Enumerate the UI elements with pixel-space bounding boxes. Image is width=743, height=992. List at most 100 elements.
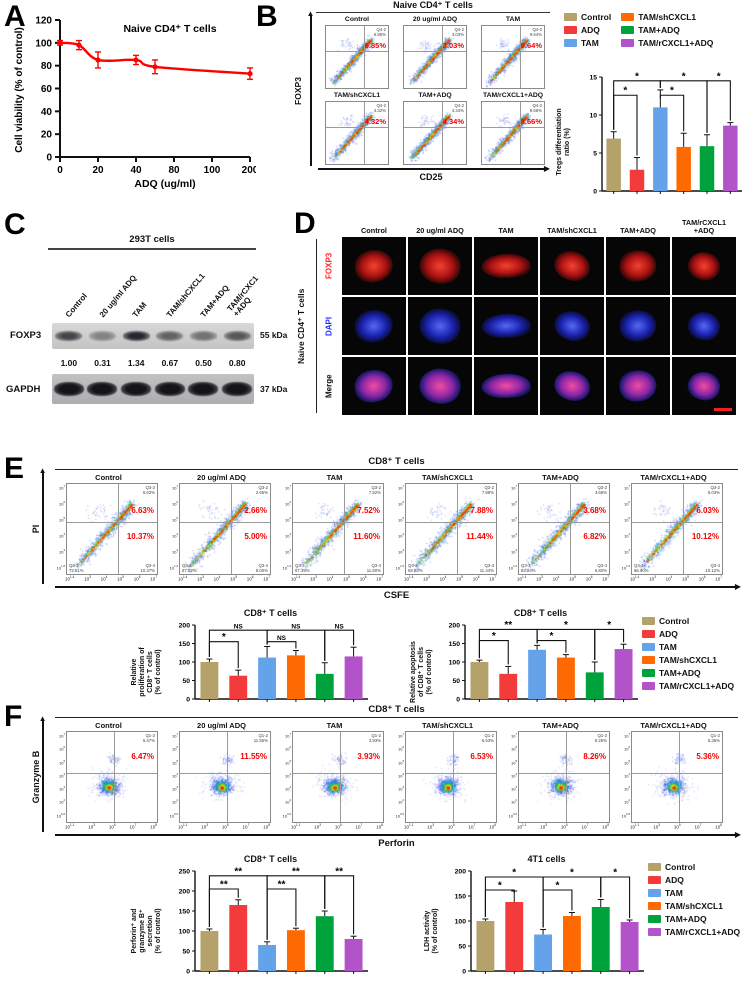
quadrant-label-top: Q1-2 3.93%: [369, 733, 381, 743]
svg-text:50: 50: [452, 678, 460, 685]
bar-TAM: [258, 658, 276, 699]
data-point: [57, 40, 62, 45]
sig-label: *: [512, 868, 516, 879]
flow-plot-body: 107 106 105 104 103 101.6 Q3-2 2.66% 2.66% 5.00% Q…: [165, 483, 278, 575]
cell-blob: [353, 248, 395, 285]
svg-text:200: 200: [455, 869, 467, 876]
flow-plot-TAM: TAM Q4-2 9.64% 9.64%: [474, 15, 552, 89]
svg-text:100: 100: [35, 38, 52, 49]
sig-label: **: [292, 866, 300, 877]
sig-label: **: [278, 880, 286, 891]
sig-label: *: [613, 868, 617, 879]
svg-text:150: 150: [179, 641, 191, 648]
cell-blob: [551, 248, 593, 285]
svg-text:100: 100: [455, 919, 467, 926]
gate-vline: [570, 484, 571, 574]
flow-title-rule: [55, 469, 738, 470]
flow-plot-name: TAM/shCXCL1: [391, 473, 504, 483]
flow-plot-box: Q1-2 6.47% 6.47%: [66, 731, 158, 823]
flow-title: CD8⁺ T cells: [55, 704, 738, 715]
flow-title-rule: [55, 717, 738, 718]
flow-title-rule: [316, 12, 550, 13]
legend: Control ADQ TAM TAM/shCXCL1 TAM+ADQ TAM/rCXCL…: [648, 862, 740, 937]
x-axis-label: CD25: [318, 172, 544, 182]
quadrant-percentage: 8.66%: [521, 117, 542, 126]
legend-item-TAM: TAM: [642, 642, 734, 652]
quadrant-percentage-top: 3.93%: [357, 752, 380, 761]
legend-item-ADQ: ADQ: [642, 629, 734, 639]
sig-label: *: [682, 71, 686, 82]
panel-e-label: E: [4, 454, 24, 484]
legend-label: TAM+ADQ: [638, 25, 680, 35]
band-value: 0.50: [187, 358, 221, 368]
panel-f-label: F: [4, 702, 22, 732]
row-label-DAPI: DAPI: [322, 297, 336, 355]
legend-label: TAM/rCXCL1+ADQ: [665, 927, 740, 937]
band-value: 0.80: [220, 358, 254, 368]
sig-label: *: [635, 71, 639, 82]
flow-plot-Control: Control 107 106 105 104 103 101.6 Q3-2 6.63% 6.63…: [52, 473, 165, 583]
svg-text:20: 20: [41, 130, 53, 141]
gate-hline: [482, 51, 544, 52]
svg-text:200: 200: [242, 165, 256, 176]
quadrant-label-top: Q3-2 6.03%: [708, 485, 720, 495]
gate-vline: [453, 732, 454, 822]
svg-text:20: 20: [92, 165, 104, 176]
flow-plot-name: 20 ug/ml ADQ: [396, 15, 474, 25]
column-header-20 ug/ml ADQ: 20 ug/ml ADQ: [408, 207, 472, 235]
band-value: 1.00: [52, 358, 86, 368]
quadrant-label-top: Q1-2 11.55%: [254, 733, 268, 743]
flow-plot-box: Q3-2 6.63% 6.63% 10.37% Q3-3 72.51% Q3-4 10.37%: [66, 483, 158, 575]
svg-text:100: 100: [179, 929, 191, 936]
quadrant-label: Q4-2 4.34%: [452, 103, 464, 113]
svg-text:0: 0: [57, 165, 63, 176]
data-point: [133, 57, 138, 62]
legend-f: Control ADQ TAM TAM/shCXCL1 TAM+ADQ TAM/rCXCL…: [648, 862, 740, 937]
legend-label: TAM+ADQ: [665, 914, 707, 924]
bar-chart-svg: 050100150200250******** **: [168, 865, 373, 987]
legend-swatch: [648, 915, 661, 923]
immunofluorescence-grid: Control 20 ug/ml ADQ TAM TAM/shCXCL1 TAM+ADQ…: [292, 203, 743, 417]
gate-vline: [340, 732, 341, 822]
blot-band-gapdh: [188, 382, 218, 396]
sig-label: *: [492, 631, 496, 642]
quadrant-label: Q4-2 3.03%: [452, 27, 464, 37]
y-axis-label: FOXP3: [293, 51, 303, 131]
column-header-TAM: TAM: [474, 207, 538, 235]
bar-TAM+ADQ: [586, 672, 604, 699]
legend-item-TAM+ADQ: TAM+ADQ: [648, 914, 740, 924]
legend-label: Control: [581, 12, 611, 22]
flow-plot-body: 107 106 105 104 103 101.6 Q3-2 6.03% 6.03% 10.12%…: [617, 483, 730, 575]
legend-item-TAM: TAM: [564, 38, 611, 48]
x-tick-labels: 101.4 103 104 105 106 107: [630, 575, 722, 583]
flow-scatter: [406, 484, 496, 574]
svg-text:40: 40: [41, 107, 53, 118]
bar-chart-svg: 050100150200**** *: [444, 865, 649, 987]
if-image-FOXP3-20 ug/ml ADQ: [408, 237, 472, 295]
quadrant-label-bottom-left: Q3-3 67.39%: [295, 563, 310, 573]
svg-text:150: 150: [455, 894, 467, 901]
blot-band-foxp3: [224, 331, 251, 341]
legend-label: ADQ: [659, 629, 678, 639]
gate-hline: [67, 773, 157, 774]
sig-label: **: [504, 620, 512, 631]
band-value: 1.34: [119, 358, 153, 368]
sig-label: **: [335, 866, 343, 877]
y-tick-labels: 107 106 105 104 103 101.6: [165, 483, 179, 575]
if-image-Merge-TAM/rCXCL1: [672, 357, 736, 415]
bar-TAM/rCXCL1+ADQ: [723, 126, 737, 191]
gate-hline: [632, 773, 722, 774]
flow-plot-box: Q4-2 3.03% 3.03%: [403, 25, 467, 89]
bar-Control: [606, 139, 620, 191]
flow-plot-name: TAM: [278, 473, 391, 483]
svg-text:200: 200: [179, 889, 191, 896]
quadrant-label-top: Q1-2 8.26%: [595, 733, 607, 743]
bar-chart-ldh: LDH activity (% of control) 4T1 cells 0 50 10…: [420, 854, 649, 992]
panel-d: D Control 20 ug/ml ADQ TAM TAM/shCXCL1 TAM+A…: [292, 203, 743, 417]
flow-scatter: [67, 732, 157, 822]
if-image-FOXP3-TAM/shCXCL1: [540, 237, 604, 295]
y-axis-arrow-icon: ▲: [39, 466, 47, 475]
flow-plot-name: Control: [318, 15, 396, 25]
legend-label: Control: [665, 862, 695, 872]
y-tick-labels: 107 106 105 104 103 102 100.6: [278, 731, 292, 823]
